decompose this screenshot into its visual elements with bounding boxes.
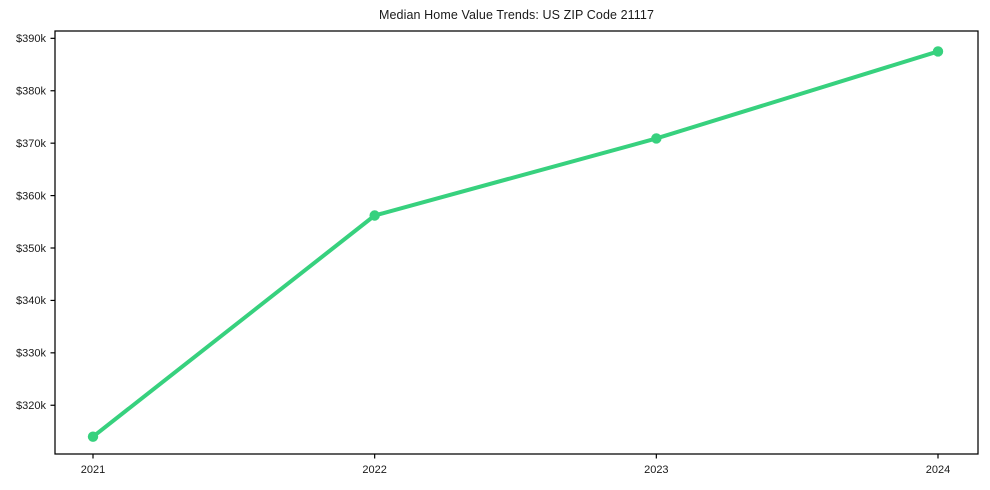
data-point-2021 (87, 431, 99, 442)
y-tick-label: $320k (16, 400, 46, 412)
y-tick-label: $340k (16, 295, 46, 307)
x-tick-label: 2024 (926, 464, 950, 476)
y-tick-label: $380k (16, 86, 46, 98)
x-tick-label: 2021 (81, 464, 105, 476)
data-point-2023 (651, 133, 662, 144)
y-tick-label: $330k (16, 348, 46, 360)
trend-line (91, 49, 940, 439)
x-tick-label: 2022 (362, 464, 386, 476)
data-point-2024 (932, 46, 944, 57)
y-tick-label: $350k (16, 243, 46, 255)
y-tick-label: $370k (16, 138, 46, 150)
y-tick-label: $360k (16, 190, 46, 202)
chart-title: Median Home Value Trends: US ZIP Code 21… (378, 8, 655, 22)
plot-frame (54, 30, 979, 455)
y-tick-label: $390k (16, 33, 46, 45)
x-tick-label: 2023 (644, 464, 668, 476)
data-point-2022 (369, 210, 380, 221)
